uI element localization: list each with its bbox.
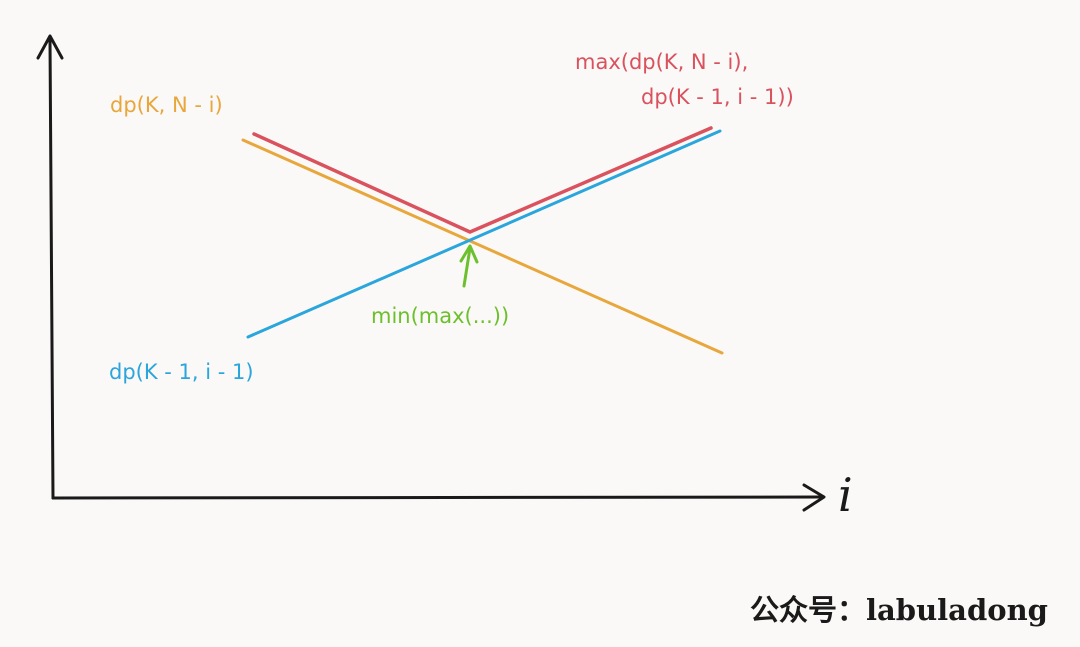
label-red-max-line1: max(dp(K, N - i), <box>575 50 749 74</box>
label-red-max-line2: dp(K - 1, i - 1)) <box>641 85 794 109</box>
x-axis-arrowhead <box>802 483 826 512</box>
x-axis-variable: i <box>838 468 853 522</box>
x-axis-line <box>51 495 824 500</box>
min-point-arrow-shaft <box>462 246 472 288</box>
y-axis-arrowhead <box>36 34 64 60</box>
label-blue-dp: dp(K - 1, i - 1) <box>109 360 254 384</box>
label-green-min: min(max(...)) <box>371 304 510 328</box>
min-point-arrowhead <box>459 244 479 264</box>
label-orange-dp: dp(K, N - i) <box>110 93 223 117</box>
decreasing-line-orange <box>241 138 724 355</box>
y-axis-line <box>48 38 55 500</box>
increasing-line-blue <box>246 129 722 339</box>
max-curve-red <box>252 126 713 234</box>
watermark-text: 公众号：labuladong <box>750 593 1048 627</box>
